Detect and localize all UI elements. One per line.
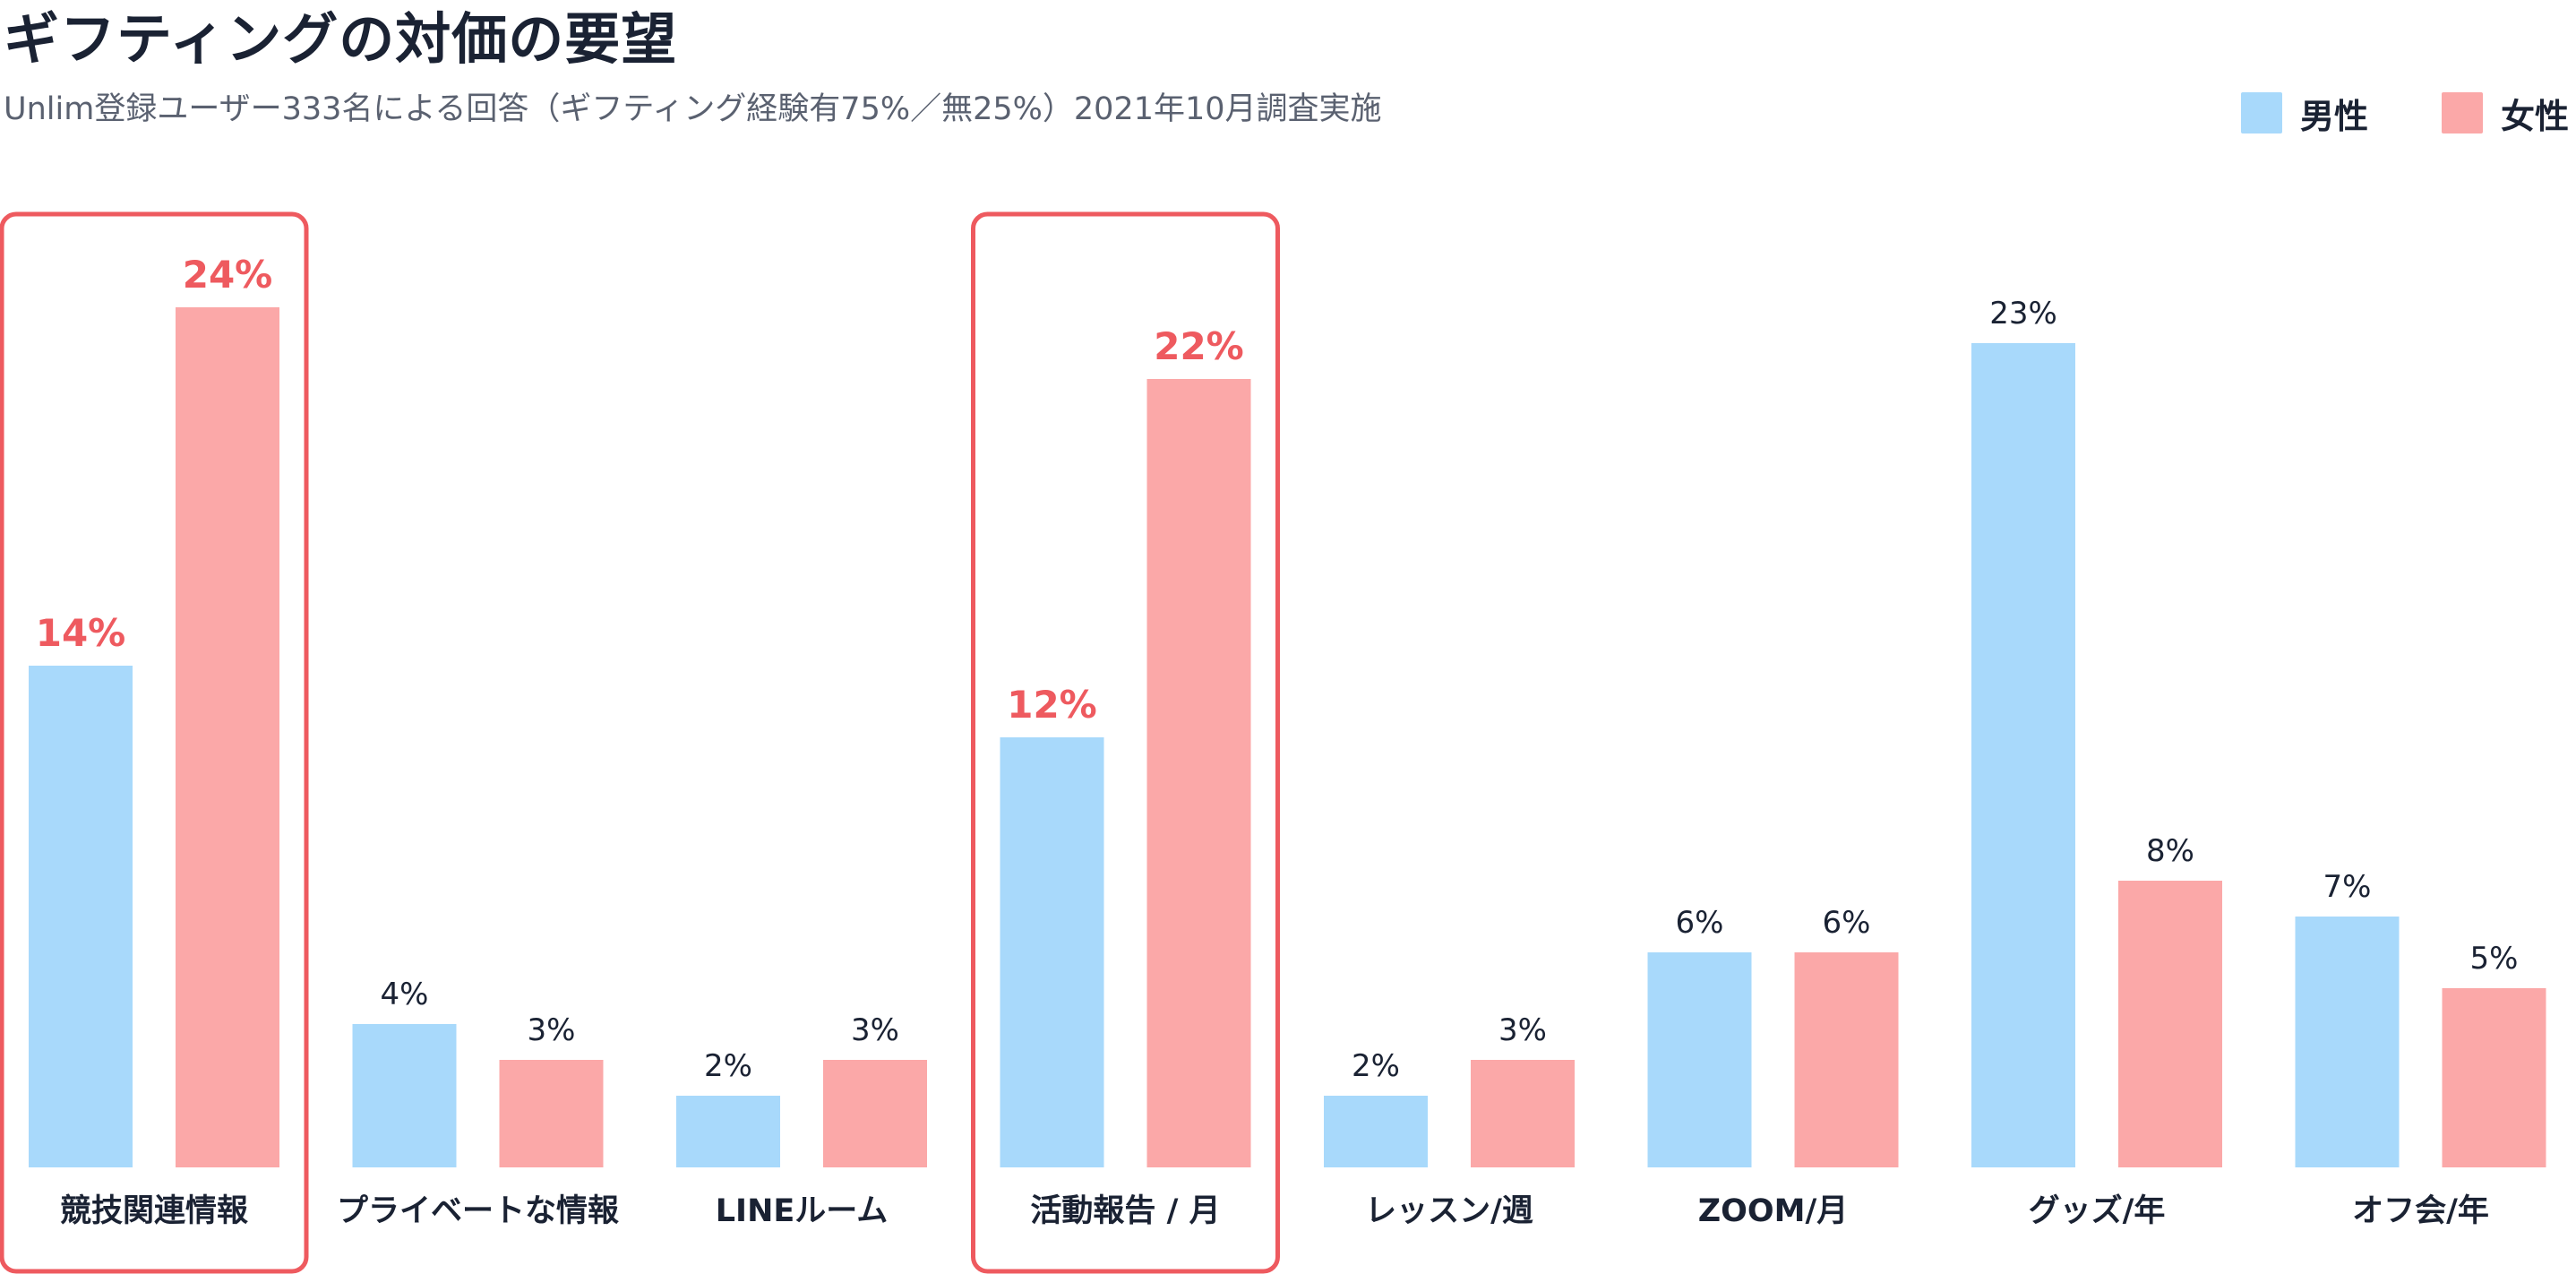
category-label-6: グッズ/年 [2029,1192,2166,1229]
bar-group-2: 2% 3% LINEルーム [676,1012,927,1229]
category-label-0: 競技関連情報 [60,1193,248,1229]
legend-label-female: 女性 [2500,96,2569,136]
bar-male-4 [1324,1096,1428,1167]
bar-female-4 [1471,1060,1575,1167]
bar-group-7: 7% 5% オフ会/年 [2295,869,2546,1229]
category-label-2: LINEルーム [716,1193,888,1229]
bar-female-5 [1794,952,1899,1167]
chart-subtitle: Unlim登録ユーザー333名による回答（ギフティング経験有75%／無25%）2… [4,91,1382,127]
bar-female-3 [1146,379,1251,1167]
data-label-female-3: 22% [1154,324,1244,368]
legend-swatch-female [2441,92,2483,133]
bar-group-3: 12% 22% 活動報告 / 月 [971,211,1280,1274]
bar-male-0 [29,666,133,1167]
data-label-female-0: 24% [183,253,273,297]
chart-title: ギフティングの対価の要望 [4,6,678,72]
category-label-3: 活動報告 / 月 [1030,1193,1220,1229]
bar-female-6 [2118,881,2222,1167]
data-label-male-4: 2% [1352,1048,1400,1084]
data-label-female-5: 6% [1823,905,1871,941]
bar-group-4: 2% 3% レッスン/週 [1324,1012,1575,1229]
bar-group-1: 4% 3% プライベートな情報 [337,977,619,1229]
data-label-male-1: 4% [381,977,429,1012]
data-label-female-4: 3% [1498,1012,1547,1048]
data-label-male-7: 7% [2323,869,2372,905]
chart-header: ギフティングの対価の要望 Unlim登録ユーザー333名による回答（ギフティング… [4,4,1974,131]
data-label-female-2: 3% [851,1012,899,1048]
category-label-1: プライベートな情報 [337,1193,619,1229]
bar-female-0 [176,307,279,1167]
data-label-male-6: 23% [1989,296,2057,331]
data-label-female-6: 8% [2146,833,2194,869]
bar-group-5: 6% 6% ZOOM/月 [1647,905,1899,1229]
data-label-female-7: 5% [2470,941,2519,977]
bar-male-2 [676,1096,780,1167]
bar-male-5 [1647,952,1752,1167]
data-label-male-2: 2% [704,1048,752,1084]
data-label-male-0: 14% [36,611,126,655]
bar-female-1 [499,1060,604,1167]
bar-group-6: 23% 8% グッズ/年 [1971,296,2222,1229]
highlight-box-3 [971,211,1280,1274]
bar-male-3 [1000,737,1104,1167]
bar-male-1 [352,1024,457,1167]
bar-female-2 [823,1060,927,1167]
legend-item-female: 女性 [2441,89,2569,138]
data-label-male-3: 12% [1007,683,1097,727]
bar-male-6 [1971,343,2075,1167]
category-label-7: オフ会/年 [2352,1193,2489,1229]
bar-male-7 [2295,917,2400,1167]
data-label-male-5: 6% [1676,905,1724,941]
category-label-5: ZOOM/月 [1698,1193,1849,1229]
category-label-4: レッスン/週 [1365,1193,1533,1229]
bar-group-0: 14% 24% 競技関連情報 [0,211,309,1274]
legend-swatch-male [2240,92,2282,133]
chart-legend: 男性 女性 [2168,91,2569,136]
legend-item-male: 男性 [2240,89,2368,138]
legend-label-male: 男性 [2299,96,2368,136]
data-label-female-1: 3% [528,1012,576,1048]
highlight-box-0 [0,211,309,1274]
bar-female-7 [2442,988,2546,1167]
